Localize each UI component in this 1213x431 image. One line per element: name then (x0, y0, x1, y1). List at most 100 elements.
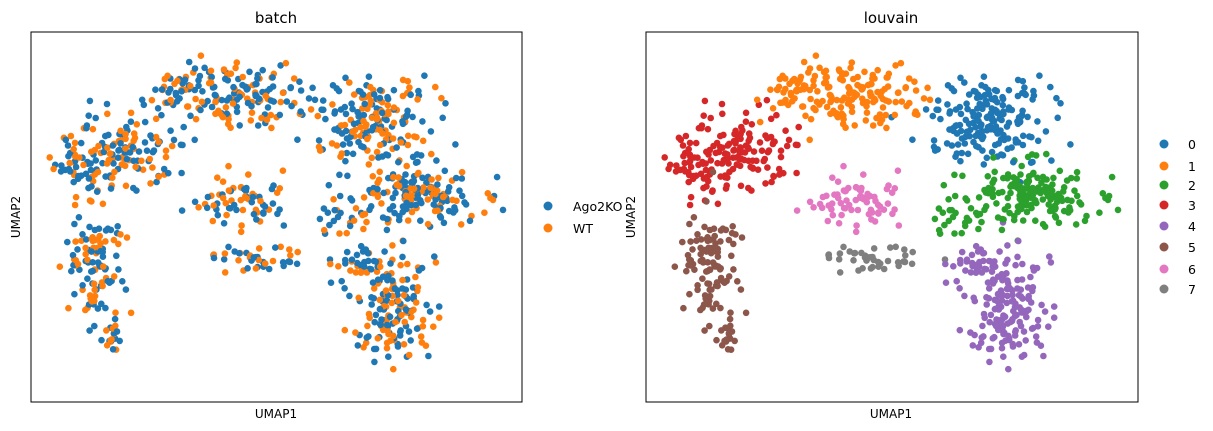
batch-point (239, 206, 247, 214)
louvain-point-cluster-5 (706, 286, 713, 294)
batch-point (346, 79, 353, 86)
batch-point (402, 171, 409, 178)
batch-point (412, 273, 419, 281)
batch-point (79, 282, 86, 289)
louvain-point-cluster-5 (731, 337, 738, 345)
batch-point (91, 226, 99, 234)
louvain-point-cluster-0 (957, 74, 964, 82)
batch-point (353, 251, 361, 259)
louvain-point-cluster-5 (706, 322, 713, 330)
louvain-point-cluster-1 (848, 108, 856, 116)
louvain-point-cluster-5 (704, 267, 711, 275)
batch-point (191, 65, 199, 72)
batch-point (85, 184, 92, 192)
louvain-point-cluster-2 (1064, 196, 1071, 204)
batch-point (250, 254, 258, 261)
batch-point (107, 337, 114, 344)
batch-legend-marker-wt (543, 223, 553, 233)
louvain-point-cluster-1 (883, 124, 890, 132)
louvain-point-cluster-1 (780, 89, 787, 96)
batch-point (100, 263, 107, 270)
louvain-point-cluster-5 (711, 232, 718, 240)
batch-point (191, 136, 198, 144)
louvain-point-cluster-4 (1003, 299, 1011, 307)
louvain-point-cluster-4 (989, 276, 997, 284)
louvain-point-cluster-2 (1005, 173, 1012, 181)
louvain-point-cluster-7 (887, 244, 894, 251)
louvain-point-cluster-2 (1081, 217, 1089, 225)
batch-point (361, 210, 369, 218)
batch-point (316, 147, 324, 154)
batch-point (346, 292, 353, 300)
batch-point (358, 142, 365, 150)
louvain-point-cluster-0 (1053, 94, 1060, 102)
batch-point (379, 273, 387, 281)
louvain-point-cluster-6 (818, 204, 826, 212)
louvain-point-cluster-4 (1025, 292, 1032, 300)
louvain-point-cluster-2 (1018, 162, 1025, 170)
louvain-point-cluster-1 (799, 103, 807, 110)
louvain-point-cluster-5 (718, 327, 725, 334)
batch-point (110, 236, 118, 244)
louvain-point-cluster-4 (1020, 328, 1028, 335)
louvain-point-cluster-1 (767, 86, 774, 93)
louvain-point-cluster-7 (836, 269, 844, 276)
louvain-point-cluster-3 (741, 149, 749, 156)
louvain-point-cluster-4 (974, 248, 982, 255)
louvain-point-cluster-0 (909, 136, 916, 143)
louvain-point-cluster-4 (958, 248, 966, 256)
louvain-point-cluster-7 (884, 257, 892, 265)
louvain-point-cluster-2 (1035, 184, 1042, 191)
batch-point (122, 130, 129, 138)
louvain-point-cluster-6 (888, 189, 896, 196)
louvain-point-cluster-4 (1004, 242, 1011, 249)
louvain-point-cluster-5 (686, 290, 693, 298)
louvain-point-cluster-2 (1073, 192, 1081, 200)
batch-point (336, 230, 343, 237)
batch-point (384, 101, 392, 109)
batch-point (210, 202, 217, 209)
louvain-point-cluster-6 (856, 186, 863, 193)
batch-point (117, 127, 124, 135)
louvain-point-cluster-0 (1047, 83, 1054, 91)
batch-point (402, 113, 410, 120)
louvain-point-cluster-2 (1076, 199, 1083, 206)
batch-point (296, 78, 303, 85)
batch-point (341, 103, 349, 111)
batch-point (365, 161, 373, 168)
louvain-point-cluster-0 (965, 120, 973, 128)
louvain-point-cluster-0 (1012, 139, 1020, 146)
batch-point (320, 205, 328, 212)
batch-point (400, 237, 407, 245)
batch-point (88, 148, 95, 156)
louvain-point-cluster-4 (967, 269, 975, 276)
louvain-point-cluster-2 (1023, 179, 1030, 186)
louvain-point-cluster-3 (698, 124, 705, 132)
louvain-point-cluster-5 (734, 278, 741, 285)
batch-point (258, 114, 265, 122)
batch-point (225, 187, 233, 194)
batch-point (91, 286, 98, 294)
louvain-point-cluster-4 (1040, 352, 1047, 360)
batch-point (65, 165, 73, 173)
louvain-point-cluster-0 (973, 142, 980, 150)
batch-point (320, 226, 328, 234)
louvain-point-cluster-2 (939, 209, 947, 216)
louvain-point-cluster-4 (1029, 284, 1037, 291)
louvain-point-cluster-7 (892, 243, 899, 251)
batch-point (400, 291, 408, 299)
louvain-point-cluster-6 (819, 193, 827, 201)
batch-point (339, 141, 347, 148)
louvain-point-cluster-4 (986, 318, 993, 326)
louvain-point-cluster-3 (721, 150, 729, 157)
louvain-point-cluster-2 (981, 206, 988, 214)
louvain-point-cluster-4 (994, 273, 1002, 281)
louvain-point-cluster-2 (985, 189, 992, 197)
louvain-point-cluster-6 (885, 182, 892, 189)
louvain-point-cluster-5 (713, 300, 720, 308)
batch-point (103, 100, 111, 108)
batch-point (383, 297, 391, 304)
batch-point (123, 123, 130, 131)
batch-point (370, 189, 377, 197)
louvain-point-cluster-2 (1004, 202, 1012, 210)
